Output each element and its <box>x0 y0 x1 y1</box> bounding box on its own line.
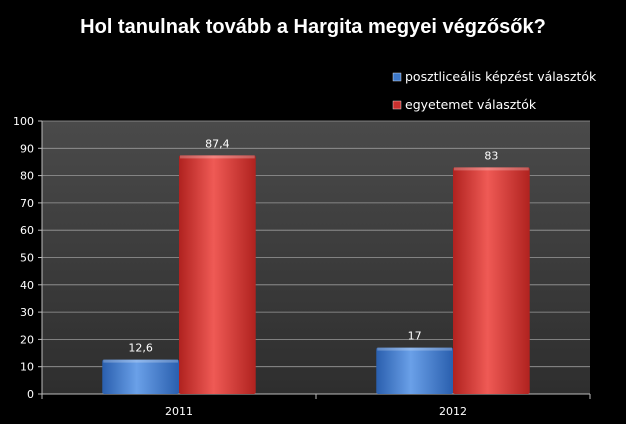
y-tick-label: 0 <box>27 388 34 401</box>
legend-label: posztliceális képzést választók <box>405 69 597 84</box>
data-label: 17 <box>408 330 422 343</box>
chart-title: Hol tanulnak tovább a Hargita megyei vég… <box>80 16 546 38</box>
data-label: 87,4 <box>205 137 230 150</box>
bar-highlight <box>103 359 178 363</box>
bar-series <box>102 155 530 394</box>
y-tick-label: 60 <box>20 224 34 237</box>
data-label: 12,6 <box>128 342 153 355</box>
y-tick-label: 40 <box>20 279 34 292</box>
y-tick-label: 20 <box>20 333 34 346</box>
bar <box>179 155 256 394</box>
y-tick-label: 10 <box>20 361 34 374</box>
legend-label: egyetemet választók <box>405 97 537 112</box>
x-tick-label: 2011 <box>165 405 193 418</box>
x-axis: 2011 2012 <box>41 393 591 418</box>
legend: posztliceális képzést választók egyetemet… <box>392 69 597 112</box>
y-tick-label: 80 <box>20 170 34 183</box>
y-tick-label: 50 <box>20 252 34 265</box>
legend-swatch <box>392 72 402 82</box>
y-tick-label: 90 <box>20 142 34 155</box>
bar <box>102 359 179 394</box>
bar <box>376 347 453 394</box>
bar-highlight <box>454 167 529 171</box>
bar-highlight <box>377 347 452 351</box>
data-labels: 12,6 17 87,4 83 <box>128 137 498 354</box>
y-tick-label: 100 <box>13 115 34 128</box>
y-tick-label: 70 <box>20 197 34 210</box>
bar-highlight <box>180 155 255 159</box>
bar <box>453 167 530 394</box>
legend-swatch <box>392 100 402 110</box>
y-axis: 0 10 20 30 40 50 60 70 80 90 100 <box>13 115 43 401</box>
gridlines <box>42 120 590 395</box>
x-tick-label: 2012 <box>439 405 467 418</box>
data-label: 83 <box>484 149 498 162</box>
y-tick-label: 30 <box>20 306 34 319</box>
